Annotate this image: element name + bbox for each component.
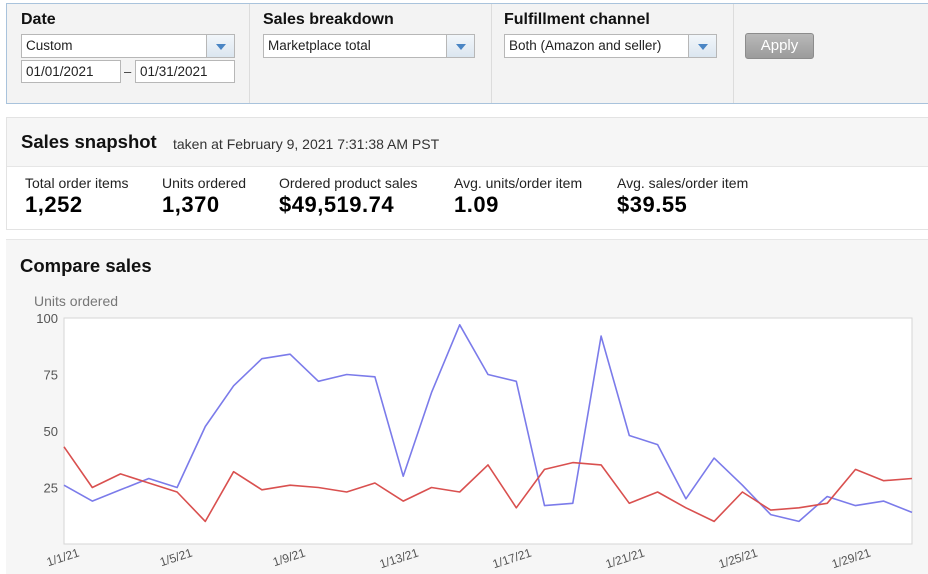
metric-avg-units-per-order-item: Avg. units/order item 1.09 — [454, 175, 582, 218]
sales-breakdown-value: Marketplace total — [268, 38, 371, 53]
metric-value: 1.09 — [454, 192, 499, 217]
date-label: Date — [21, 11, 56, 28]
date-range-value: Custom — [26, 38, 73, 53]
start-date-input[interactable]: 01/01/2021 — [21, 60, 121, 83]
chevron-down-icon[interactable] — [688, 35, 716, 57]
metric-value: 1,370 — [162, 192, 220, 217]
metric-label: Ordered product sales — [279, 175, 418, 191]
metric-value: $39.55 — [617, 192, 688, 217]
filter-bar: Date Custom 01/01/2021 – 01/31/2021 Sale… — [6, 3, 928, 104]
fulfillment-value: Both (Amazon and seller) — [509, 38, 662, 53]
metric-total-order-items: Total order items 1,252 — [25, 175, 128, 218]
metric-units-ordered: Units ordered 1,370 — [162, 175, 246, 218]
snapshot-timestamp: taken at February 9, 2021 7:31:38 AM PST — [173, 136, 440, 152]
chevron-down-icon[interactable] — [206, 35, 234, 57]
apply-button[interactable]: Apply — [745, 33, 814, 59]
metric-label: Units ordered — [162, 175, 247, 191]
compare-sales-title: Compare sales — [20, 255, 152, 276]
snapshot-header: Sales snapshot taken at February 9, 2021… — [7, 118, 928, 167]
date-separator: – — [124, 64, 132, 79]
metric-label: Total order items — [25, 175, 129, 191]
fulfillment-filter: Fulfillment channel Both (Amazon and sel… — [491, 4, 733, 103]
snapshot-title: Sales snapshot — [21, 131, 157, 152]
chevron-down-icon[interactable] — [446, 35, 474, 57]
metric-label: Avg. sales/order item — [617, 175, 749, 191]
fulfillment-select[interactable]: Both (Amazon and seller) — [504, 34, 717, 58]
metric-ordered-product-sales: Ordered product sales $49,519.74 — [279, 175, 418, 218]
apply-section — [733, 4, 928, 103]
sales-snapshot: Sales snapshot taken at February 9, 2021… — [6, 117, 928, 230]
fulfillment-label: Fulfillment channel — [504, 11, 650, 28]
metric-avg-sales-per-order-item: Avg. sales/order item $39.55 — [617, 175, 748, 218]
sales-breakdown-label: Sales breakdown — [263, 11, 394, 28]
sales-breakdown-filter: Sales breakdown Marketplace total — [249, 4, 491, 103]
metric-value: $49,519.74 — [279, 192, 395, 217]
sales-breakdown-select[interactable]: Marketplace total — [263, 34, 475, 58]
compare-sales: Compare sales — [6, 239, 928, 574]
date-range-select[interactable]: Custom — [21, 34, 235, 58]
date-filter: Date Custom 01/01/2021 – 01/31/2021 — [7, 4, 249, 103]
metric-label: Avg. units/order item — [454, 175, 583, 191]
metric-value: 1,252 — [25, 192, 83, 217]
end-date-input[interactable]: 01/31/2021 — [135, 60, 235, 83]
